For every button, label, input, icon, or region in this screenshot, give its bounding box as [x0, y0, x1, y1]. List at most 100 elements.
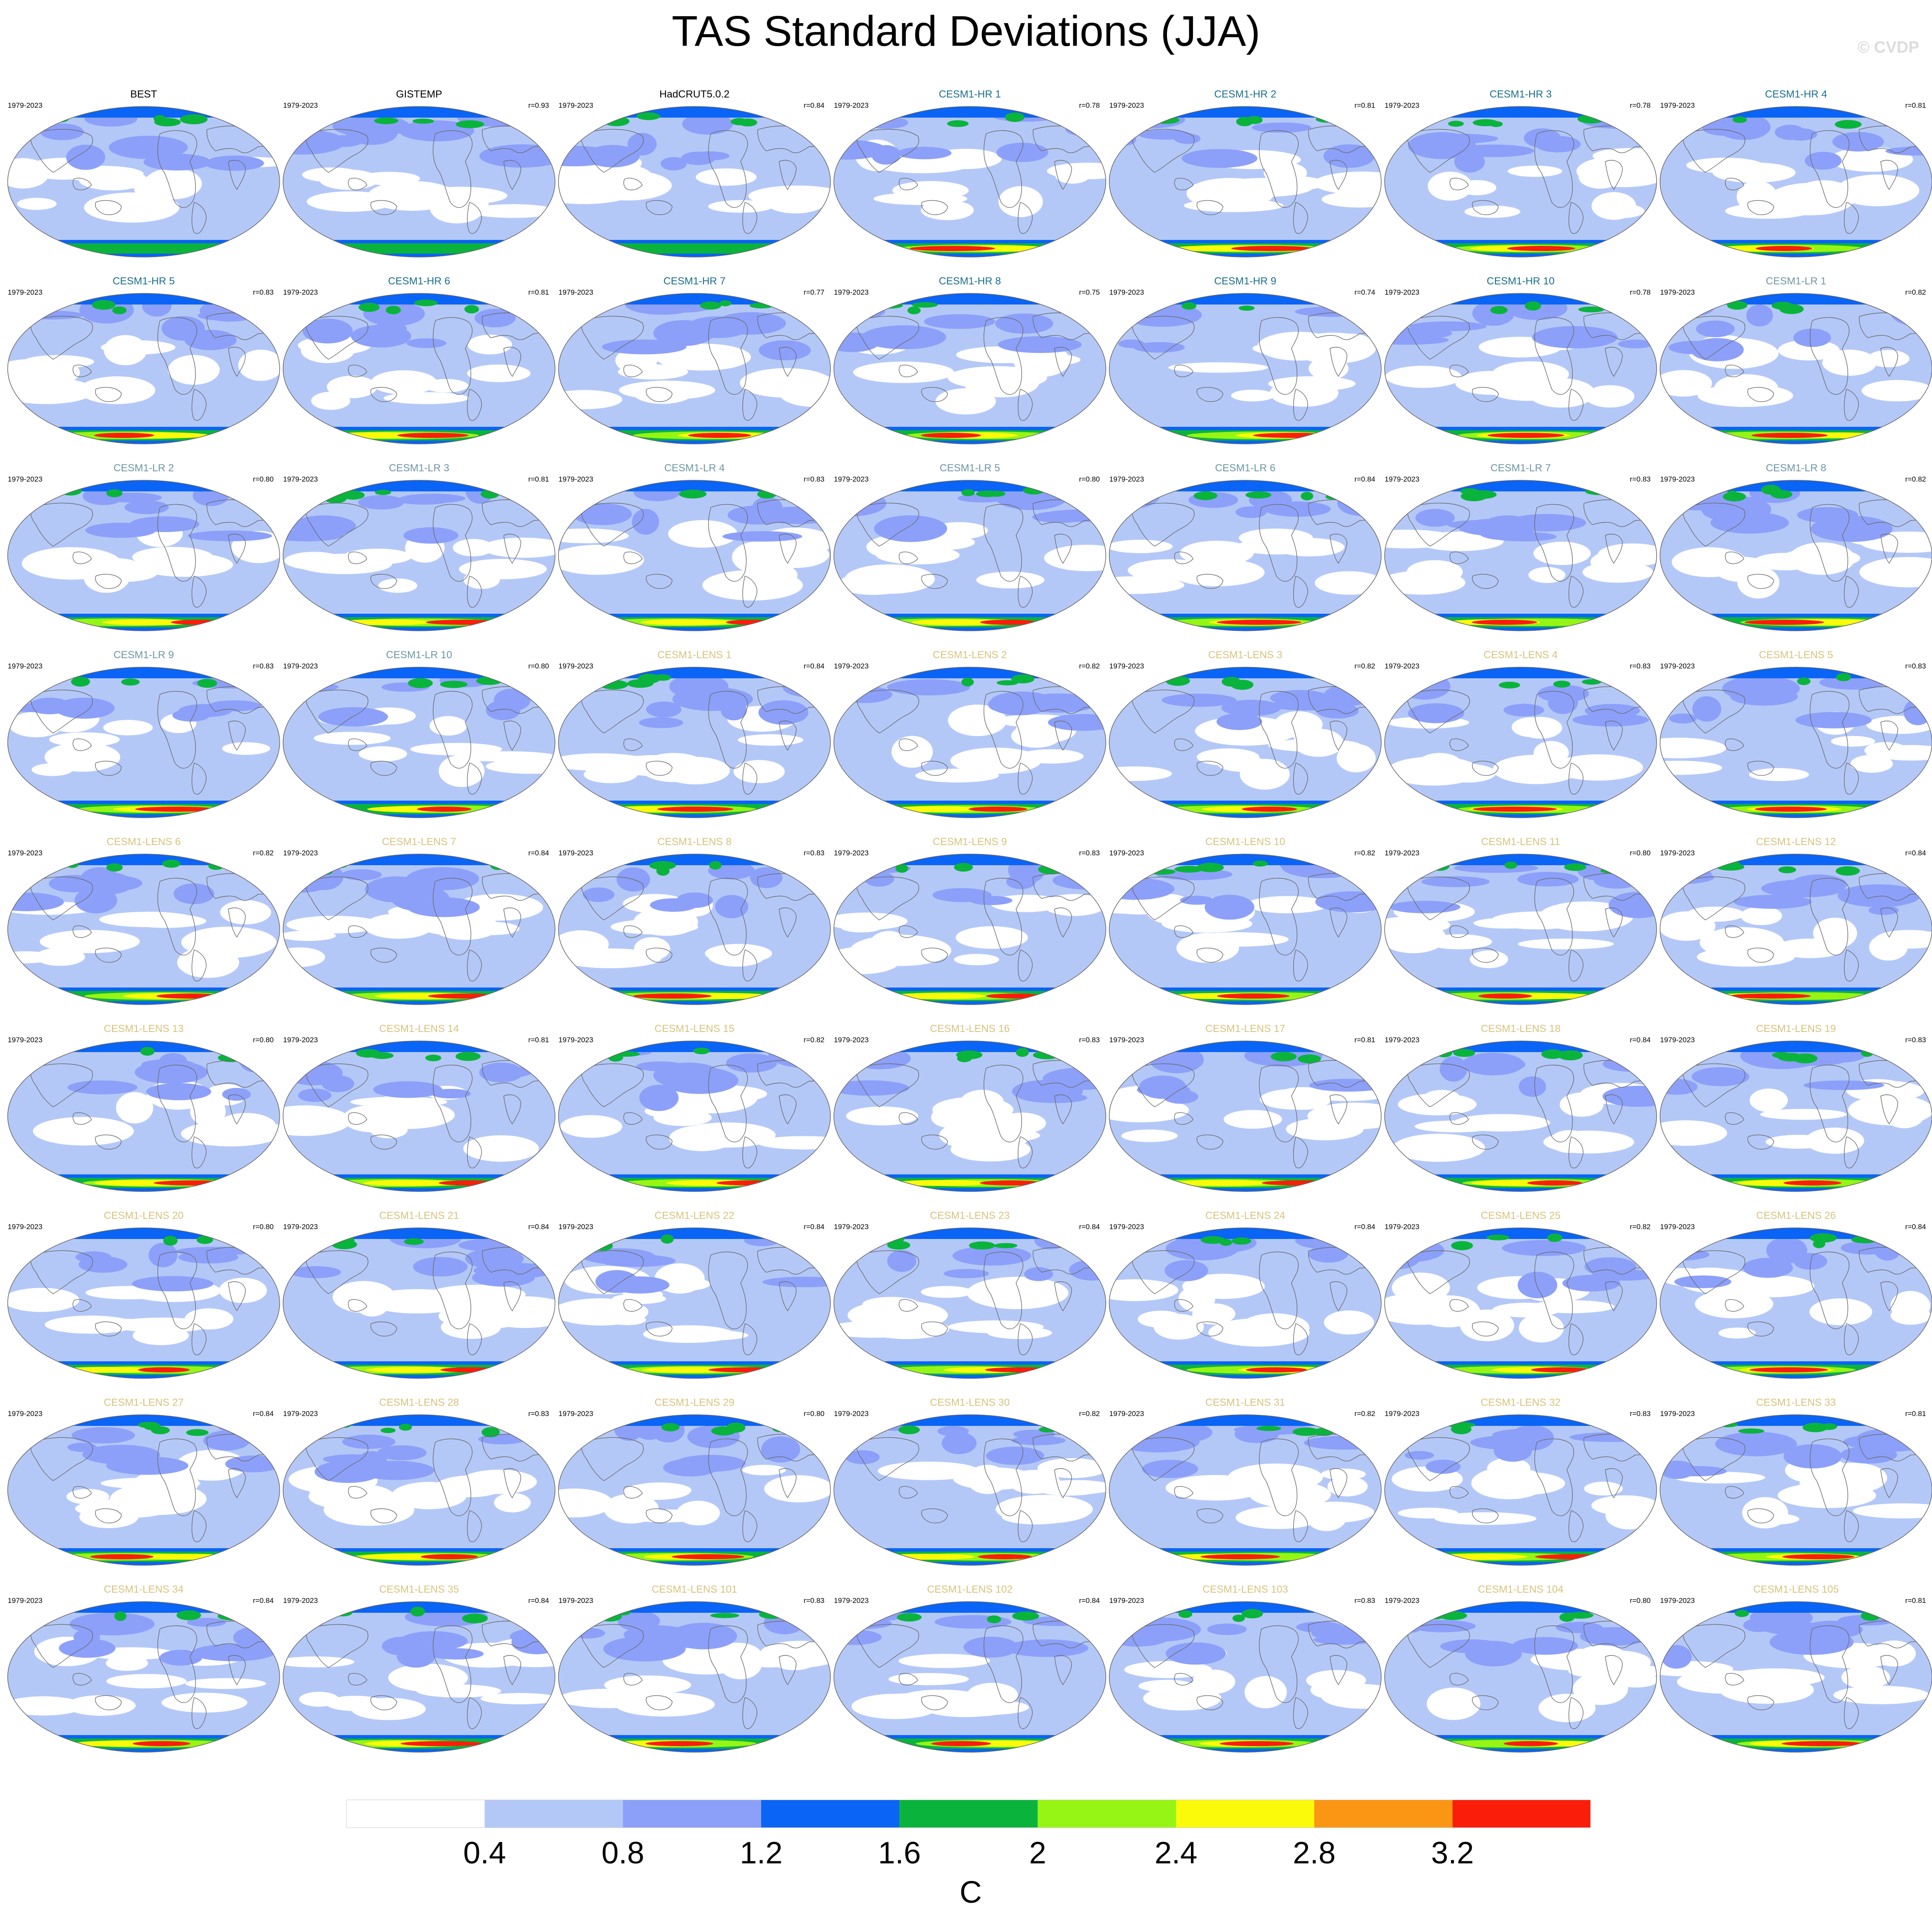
low-variance-region: [1585, 385, 1635, 408]
low-variance-region: [150, 1483, 196, 1506]
continent-outline: [157, 317, 197, 395]
antarctic-maximum: [1755, 807, 1827, 812]
map-panel: HadCRUT5.0.2 1979-2023 r=0.84: [557, 88, 832, 275]
continent-outline: [1449, 738, 1469, 751]
high-variance-spot: [1147, 300, 1167, 309]
panel-period: 1979-2023: [283, 1036, 318, 1044]
continent-outline: [192, 763, 207, 795]
continent-outline: [157, 691, 197, 769]
map-plot: [283, 1601, 555, 1753]
continent-outline: [1810, 878, 1849, 955]
low-variance-region: [1695, 1289, 1773, 1319]
continent-outline: [646, 948, 673, 963]
map-border: [1660, 854, 1932, 1005]
low-variance-region: [181, 926, 277, 958]
map-plot: [1384, 667, 1657, 818]
continent-outline: [898, 551, 918, 564]
low-variance-region: [1179, 541, 1254, 565]
panel-pattern-correlation: r=0.84: [1630, 1036, 1651, 1044]
continent-outline: [1605, 1655, 1623, 1685]
map-plot: [7, 1227, 280, 1379]
moderate-variance-region: [750, 867, 783, 888]
panel-period: 1979-2023: [1109, 1223, 1144, 1231]
continent-outline: [433, 1438, 473, 1516]
high-variance-spot: [693, 1047, 710, 1055]
continent-outline: [742, 1136, 757, 1168]
low-variance-region: [286, 916, 382, 934]
panel-pattern-correlation: r=0.84: [528, 849, 549, 857]
map-border: [7, 854, 280, 1005]
continent-outline: [348, 364, 367, 377]
map-border: [7, 667, 280, 818]
panel-pattern-correlation: r=0.80: [1079, 475, 1100, 483]
continent-outline: [1725, 1112, 1744, 1125]
moderate-variance-region: [1337, 490, 1381, 516]
low-variance-region: [732, 541, 783, 574]
map-panel: CESM1-HR 5 1979-2023 r=0.83: [6, 275, 281, 461]
high-variance-spot: [1577, 114, 1605, 124]
low-variance-region: [558, 1488, 613, 1517]
continent-outline: [1407, 316, 1470, 360]
antarctic-maximum: [688, 433, 751, 438]
colorbar-tick-label: 0.8: [601, 1836, 644, 1870]
antarctic-maximum: [1220, 1741, 1294, 1746]
panel-title: CESM1-LR 1: [1766, 275, 1826, 287]
continent-outline: [1725, 1486, 1744, 1499]
low-variance-region: [429, 716, 467, 736]
continent-outline: [742, 763, 757, 795]
moderate-variance-region: [1503, 704, 1544, 717]
low-variance-region: [666, 1330, 748, 1341]
high-variance-spot: [1772, 1052, 1791, 1058]
panel-pattern-correlation: r=0.84: [253, 1410, 274, 1418]
continent-outline: [1880, 160, 1898, 190]
moderate-variance-region: [486, 700, 520, 721]
continent-outline: [857, 1250, 919, 1294]
high-variance-spot: [1727, 301, 1748, 310]
continent-outline: [1810, 504, 1849, 582]
high-variance-spot: [1861, 1611, 1881, 1621]
map-plot: [1660, 1601, 1932, 1753]
map-plot: [1109, 106, 1382, 257]
moderate-variance-region: [399, 120, 474, 142]
continent-outline: [779, 721, 797, 751]
moderate-variance-region: [1323, 144, 1375, 168]
continent-outline: [581, 503, 644, 547]
continent-outline: [1569, 1697, 1583, 1729]
colorbar-tick-label: 1.6: [878, 1836, 921, 1870]
panel-title: CESM1-LENS 35: [379, 1584, 459, 1595]
moderate-variance-region: [722, 531, 803, 542]
moderate-variance-region: [1308, 1245, 1348, 1263]
antarctic-maximum: [438, 1180, 500, 1186]
panel-title: GISTEMP: [396, 89, 442, 100]
low-variance-region: [996, 1495, 1093, 1524]
panel-period: 1979-2023: [283, 1597, 318, 1605]
map-plot: [1109, 667, 1382, 818]
moderate-variance-region: [413, 1257, 468, 1277]
low-variance-region: [764, 1475, 830, 1502]
continent-outline: [192, 576, 207, 608]
moderate-variance-region: [597, 1277, 659, 1288]
moderate-variance-region: [1715, 1431, 1797, 1457]
colorbar-box: [623, 1800, 761, 1828]
panel-period: 1979-2023: [558, 475, 594, 483]
continent-outline: [30, 503, 93, 547]
map-border: [1109, 854, 1382, 1005]
moderate-variance-region: [186, 1617, 226, 1627]
low-variance-region: [1385, 529, 1458, 549]
map-border: [283, 106, 555, 257]
low-variance-region: [1427, 171, 1472, 201]
map-plot: [833, 106, 1106, 257]
low-variance-region: [216, 1113, 277, 1141]
continent-outline: [1569, 389, 1583, 421]
antarctic-maximum: [138, 1367, 190, 1372]
antarctic-maximum: [1231, 246, 1313, 251]
panel-period: 1979-2023: [283, 849, 318, 857]
arctic-variance-band: [1385, 1228, 1657, 1239]
continent-outline: [708, 317, 748, 395]
arctic-variance-band: [1660, 106, 1932, 118]
continent-outline: [1259, 878, 1299, 955]
moderate-variance-region: [1572, 713, 1649, 727]
low-variance-region: [1240, 759, 1290, 790]
continent-outline: [984, 1625, 1023, 1703]
continent-outline: [72, 738, 92, 751]
